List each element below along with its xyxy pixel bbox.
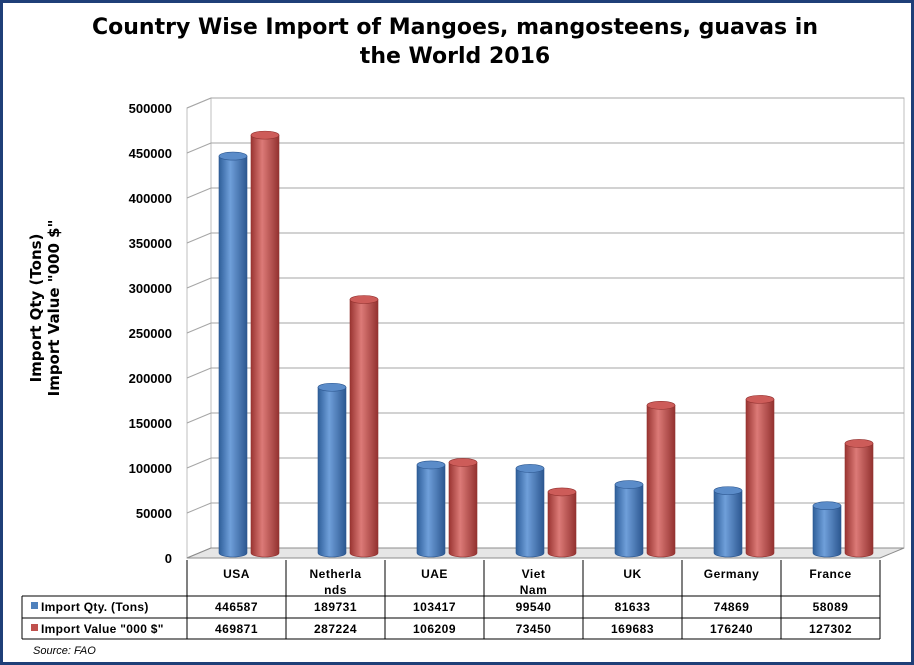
gridline-depth xyxy=(186,412,212,424)
bar-body xyxy=(745,399,775,558)
bar-top xyxy=(448,458,478,467)
source-note: Source: FAO xyxy=(33,645,96,657)
bar-body xyxy=(448,462,478,558)
legend-swatch xyxy=(31,624,38,631)
y-tick-label: 400000 xyxy=(129,191,172,206)
bar-body xyxy=(713,490,743,558)
bar-qty xyxy=(812,501,842,558)
bar-value xyxy=(844,439,874,558)
x-tick-label: UAE xyxy=(421,567,448,581)
bar-top xyxy=(218,151,248,161)
bar-body xyxy=(416,464,446,558)
chart-title: Country Wise Import of Mangoes, mangoste… xyxy=(40,13,870,71)
x-tick-label: Netherla nds xyxy=(309,567,361,597)
bar-body xyxy=(646,404,676,558)
y-tick-label: 250000 xyxy=(129,326,172,341)
bar-body xyxy=(515,468,545,558)
bar-body xyxy=(844,443,874,558)
bar-top xyxy=(416,460,446,470)
data-label: 176240 xyxy=(710,622,753,636)
chart-floor xyxy=(186,547,905,559)
bar-qty xyxy=(713,486,743,558)
gridline-depth xyxy=(186,502,212,514)
bar-top xyxy=(349,295,379,304)
data-label: 103417 xyxy=(413,600,456,614)
bar-value xyxy=(745,395,775,558)
x-tick-label: Germany xyxy=(704,567,760,581)
chart-title-line-2: the World 2016 xyxy=(359,44,551,69)
bar-top xyxy=(844,439,874,448)
gridline-depth xyxy=(186,457,212,469)
bar-body xyxy=(614,484,644,558)
data-label: 189731 xyxy=(314,600,357,614)
bar-qty xyxy=(515,464,545,558)
data-label: 169683 xyxy=(611,622,654,636)
data-label: 446587 xyxy=(215,600,258,614)
bar-top xyxy=(547,487,577,497)
bar-value xyxy=(250,130,280,558)
bar-body xyxy=(812,505,842,558)
y-tick-label: 300000 xyxy=(129,281,172,296)
bar-top xyxy=(646,400,676,410)
bar-top xyxy=(614,480,644,489)
gridline-depth xyxy=(186,367,212,379)
bar-qty xyxy=(416,460,446,558)
gridline-depth xyxy=(186,277,212,289)
gridline-depth xyxy=(186,142,212,154)
data-table: USA Netherla nds UAE Viet Nam UK Germany France I… xyxy=(21,560,881,640)
gridline-depth xyxy=(186,97,212,109)
legend-swatch xyxy=(31,602,38,609)
data-label: 127302 xyxy=(809,622,852,636)
bar-qty xyxy=(218,151,248,558)
data-label: 74869 xyxy=(714,600,750,614)
bar-value xyxy=(547,487,577,558)
y-tick-label: 200000 xyxy=(129,371,172,386)
data-label: 469871 xyxy=(215,622,258,636)
bar-body xyxy=(547,491,577,558)
y-tick-label: 450000 xyxy=(129,146,172,161)
x-tick-label: USA xyxy=(223,567,250,581)
bar-top xyxy=(713,486,743,495)
y-tick-label: 500000 xyxy=(129,101,172,116)
x-tick-label: Viet Nam xyxy=(520,567,548,597)
bar-top xyxy=(812,501,842,511)
bar-qty xyxy=(317,382,347,558)
bar-top xyxy=(515,464,545,473)
bar-value xyxy=(349,295,379,558)
y-tick-label: 350000 xyxy=(129,236,172,251)
bar-value xyxy=(646,400,676,558)
data-label: 99540 xyxy=(516,600,552,614)
legend-label: Import Qty. (Tons) xyxy=(41,600,149,614)
y-tick-label: 150000 xyxy=(129,416,172,431)
data-label: 73450 xyxy=(516,622,552,636)
chart-title-line-1: Country Wise Import of Mangoes, mangoste… xyxy=(92,15,818,40)
gridline-depth xyxy=(186,232,212,244)
data-label: 81633 xyxy=(615,600,651,614)
legend-label: Import Value "000 $" xyxy=(41,622,164,636)
bar-value xyxy=(448,458,478,558)
y-tick-label: 50000 xyxy=(136,506,172,521)
bar-qty xyxy=(614,480,644,558)
y-tick-label: 100000 xyxy=(129,461,172,476)
gridline-depth xyxy=(186,322,212,334)
x-tick-label: UK xyxy=(623,567,641,581)
gridline-depth xyxy=(186,187,212,199)
bar-body xyxy=(218,155,248,558)
bar-body xyxy=(317,386,347,558)
data-label: 287224 xyxy=(314,622,357,636)
data-label: 106209 xyxy=(413,622,456,636)
y-tick-label: 0 xyxy=(165,551,172,566)
bar-top xyxy=(317,382,347,392)
bar-top xyxy=(250,130,280,140)
bar-top xyxy=(745,395,775,404)
bar-body xyxy=(349,299,379,558)
x-tick-label: France xyxy=(809,567,851,581)
data-label: 58089 xyxy=(813,600,849,614)
bar-body xyxy=(250,134,280,558)
